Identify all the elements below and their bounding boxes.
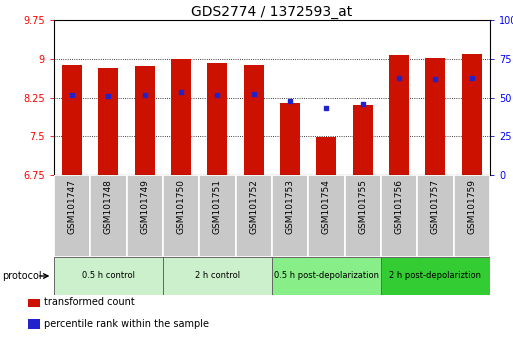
Text: GSM101753: GSM101753: [286, 179, 294, 234]
Text: protocol: protocol: [3, 271, 42, 281]
Bar: [353, 105, 373, 175]
Title: GDS2774 / 1372593_at: GDS2774 / 1372593_at: [191, 5, 352, 19]
Text: GSM101757: GSM101757: [431, 179, 440, 234]
Text: 0.5 h control: 0.5 h control: [82, 272, 135, 280]
Text: percentile rank within the sample: percentile rank within the sample: [44, 319, 209, 329]
Bar: [453, 175, 490, 257]
Bar: [381, 175, 417, 257]
Bar: [280, 103, 300, 175]
Text: 2 h post-depolariztion: 2 h post-depolariztion: [389, 272, 481, 280]
Bar: [317, 137, 337, 175]
Bar: [308, 175, 345, 257]
Bar: [28, 297, 40, 307]
Bar: [462, 54, 482, 175]
Bar: [381, 257, 490, 295]
Bar: [98, 68, 119, 175]
Bar: [272, 257, 381, 295]
Text: GSM101754: GSM101754: [322, 179, 331, 234]
Text: GSM101748: GSM101748: [104, 179, 113, 234]
Bar: [127, 175, 163, 257]
Bar: [54, 257, 163, 295]
Text: transformed count: transformed count: [44, 297, 135, 307]
Bar: [417, 175, 453, 257]
Text: GSM101756: GSM101756: [394, 179, 404, 234]
Text: 2 h control: 2 h control: [195, 272, 240, 280]
Bar: [62, 65, 82, 175]
Bar: [425, 58, 445, 175]
Text: GSM101749: GSM101749: [140, 179, 149, 234]
Bar: [244, 65, 264, 175]
Bar: [345, 175, 381, 257]
Text: GSM101751: GSM101751: [213, 179, 222, 234]
Bar: [163, 175, 199, 257]
Bar: [90, 175, 127, 257]
Text: GSM101750: GSM101750: [176, 179, 186, 234]
Text: GSM101747: GSM101747: [68, 179, 76, 234]
Bar: [171, 59, 191, 175]
Bar: [163, 257, 272, 295]
Bar: [199, 175, 235, 257]
Text: GSM101759: GSM101759: [467, 179, 476, 234]
Bar: [135, 66, 155, 175]
Bar: [28, 319, 40, 329]
Text: 0.5 h post-depolarization: 0.5 h post-depolarization: [274, 272, 379, 280]
Bar: [207, 63, 227, 175]
Bar: [54, 175, 90, 257]
Text: GSM101755: GSM101755: [358, 179, 367, 234]
Bar: [389, 55, 409, 175]
Text: GSM101752: GSM101752: [249, 179, 258, 234]
Bar: [272, 175, 308, 257]
Bar: [235, 175, 272, 257]
